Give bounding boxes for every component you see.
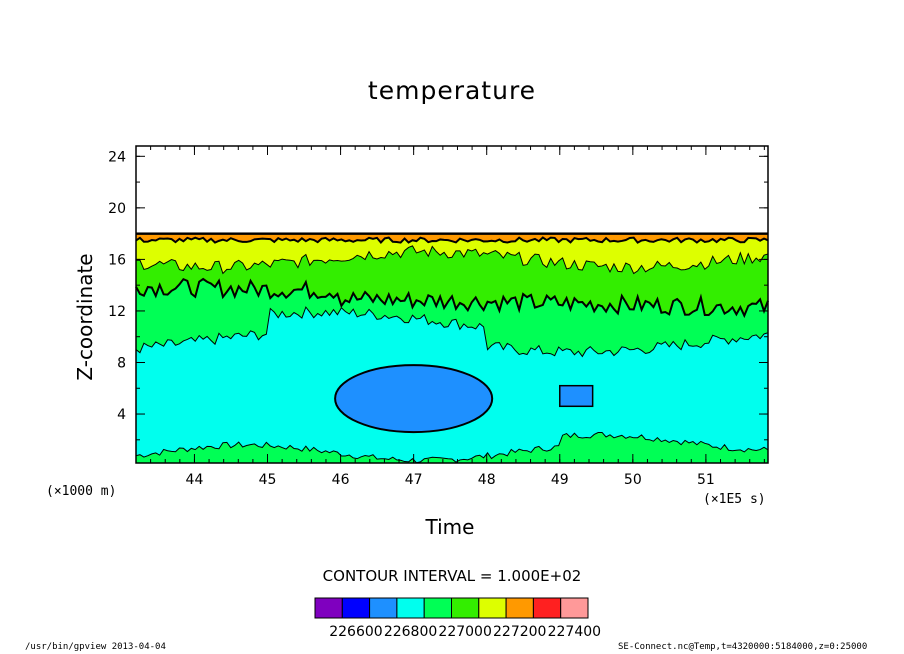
x-axis-label: Time: [425, 515, 475, 539]
y-tick-label: 12: [108, 304, 126, 320]
colorbar-swatch: [369, 597, 398, 619]
colorbar-swatch: [341, 597, 371, 619]
y-unit-note: (×1000 m): [46, 484, 117, 499]
plot-empty-top: [136, 146, 768, 233]
chart-title: temperature: [367, 76, 537, 105]
colorbar-label: 226600: [329, 624, 382, 640]
contour-line-3: [135, 245, 769, 275]
x-tick-label: 44: [186, 472, 204, 488]
y-tick-label: 16: [108, 252, 126, 268]
colorbar-swatch: [314, 597, 343, 619]
x-tick-label: 48: [478, 472, 496, 488]
y-tick-label: 8: [117, 355, 126, 371]
colorbar-label: 227000: [438, 624, 491, 640]
colorbar-swatch: [505, 597, 534, 619]
x-tick-label: 50: [624, 472, 642, 488]
x-tick-label: 51: [697, 472, 715, 488]
contour-line-2: [135, 277, 769, 319]
y-tick-label: 24: [108, 149, 126, 165]
y-tick-label: 4: [117, 407, 126, 423]
band-226800-small: [559, 384, 594, 408]
colorbar-swatch: [396, 597, 425, 619]
band-227200: [136, 237, 768, 274]
colorbar-label: 227200: [493, 624, 546, 640]
colorbar-swatch: [560, 597, 589, 619]
plot-frame: [135, 145, 769, 464]
footer-left: /usr/bin/gpview 2013-04-04: [25, 642, 166, 652]
band-226800-blob: [334, 364, 494, 434]
colorbar-label: 227400: [548, 624, 601, 640]
x-tick-label: 49: [551, 472, 569, 488]
colorbar-swatch: [478, 597, 507, 619]
x-tick-label: 45: [259, 472, 277, 488]
contour-interval-label: CONTOUR INTERVAL = 1.000E+02: [322, 567, 582, 585]
colorbar-swatch: [451, 597, 480, 619]
colorbar-label: 226800: [384, 624, 437, 640]
x-unit-note: (×1E5 s): [703, 492, 766, 507]
colorbar-swatch: [423, 597, 453, 619]
contour-line-1: [135, 306, 769, 358]
x-tick-label: 46: [332, 472, 350, 488]
colorbar-swatch: [532, 597, 562, 619]
contour-line-0: [135, 431, 769, 464]
y-axis-label: Z-coordinate: [73, 253, 97, 381]
footer-right: SE-Connect.nc@Temp,t=4320000:5184000,z=0…: [618, 642, 868, 652]
y-tick-label: 20: [108, 201, 126, 217]
contour-line-4: [135, 236, 769, 244]
band-227100: [136, 245, 768, 316]
x-tick-label: 47: [405, 472, 423, 488]
